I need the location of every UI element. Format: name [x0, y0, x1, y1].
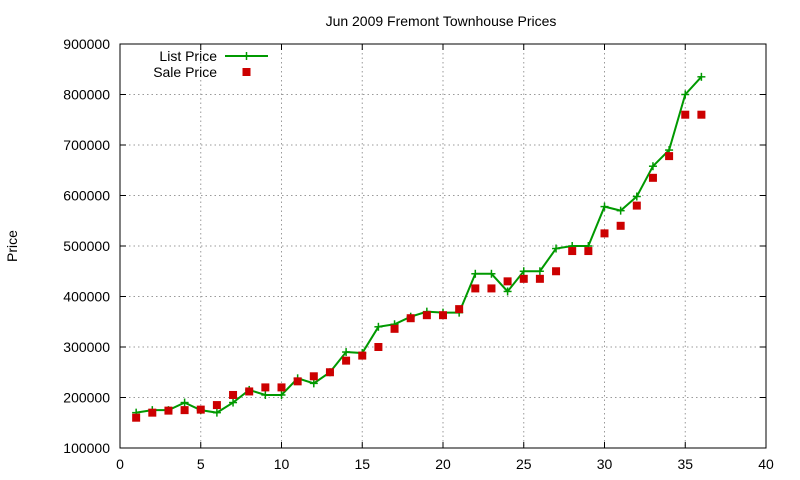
sale-price-point [568, 247, 577, 256]
series [132, 72, 706, 422]
y-axis-label: Price [4, 230, 20, 262]
legend-marker-list-price [242, 52, 251, 60]
legend-swatch-list-price [225, 52, 268, 60]
list-price-point [309, 379, 318, 388]
sale-price-point [697, 110, 706, 119]
sale-price-point [665, 152, 674, 161]
x-tick-label: 10 [274, 456, 290, 472]
list-price-point [212, 408, 221, 417]
list-price-point [519, 267, 528, 276]
list-price-point [229, 398, 238, 407]
chart-title: Jun 2009 Fremont Townhouse Prices [326, 13, 557, 29]
sale-price-point [632, 201, 641, 210]
legend-label-list-price: List Price [159, 48, 217, 64]
list-price-point [697, 72, 706, 81]
sale-price-point [681, 110, 690, 119]
y-tick-label: 400000 [63, 289, 110, 305]
sale-price-point [471, 284, 480, 293]
sale-price-point [422, 311, 431, 320]
sale-price-point [374, 343, 383, 351]
sale-price-point [358, 351, 367, 360]
legend-swatch-sale-price [242, 68, 251, 76]
sale-price-point [552, 267, 561, 276]
sale-price-point [600, 229, 609, 238]
axis-ticks: 0 5 10 15 20 25 30 35 40 100000 200000 300000 400000… [63, 36, 774, 472]
legend-marker-sale-price [242, 68, 251, 76]
list-price-point [535, 267, 544, 276]
list-price-line [135, 76, 703, 414]
list-price-point [342, 348, 351, 357]
list-price-point [471, 269, 480, 278]
sale-price-point [261, 383, 270, 392]
list-price-point [487, 269, 496, 278]
sale-price-point [406, 314, 415, 323]
grid [120, 44, 766, 448]
sale-price-point [148, 408, 157, 417]
sale-price-point [519, 274, 528, 283]
sale-price-point [132, 413, 141, 422]
x-tick-label: 5 [197, 456, 205, 472]
x-tick-label: 40 [758, 456, 774, 472]
list-price-point [277, 390, 286, 399]
sale-price-point [487, 284, 496, 293]
x-tick-label: 15 [354, 456, 370, 472]
x-tick-label: 30 [597, 456, 613, 472]
list-price-point [648, 162, 657, 171]
x-tick-label: 0 [116, 456, 124, 472]
x-tick-label: 35 [677, 456, 693, 472]
list-price-point [600, 202, 609, 211]
sale-price-point [229, 390, 238, 399]
sale-price-point [455, 305, 464, 314]
y-tick-label: 600000 [63, 188, 110, 204]
y-tick-label: 200000 [63, 390, 110, 406]
list-price-point [503, 287, 512, 296]
list-price-point [616, 206, 625, 215]
sale-price-point [439, 311, 447, 320]
sale-price-point [293, 377, 302, 386]
sale-price-point [325, 368, 334, 377]
y-tick-label: 300000 [63, 339, 110, 355]
list-price-point [632, 192, 641, 201]
sale-price-point [277, 383, 286, 392]
list-price-point [261, 390, 270, 399]
sale-price-point [180, 406, 189, 415]
list-price-point [681, 90, 690, 99]
sale-price-point [245, 387, 254, 396]
legend: List Price Sale Price [153, 48, 268, 80]
sale-price-point [503, 277, 512, 286]
y-tick-label: 900000 [63, 36, 110, 52]
sale-price-point [164, 406, 173, 415]
list-price-point [374, 322, 383, 331]
sale-price-point [196, 405, 205, 414]
sale-price-point [616, 221, 625, 230]
sale-price-point [535, 274, 544, 283]
legend-label-sale-price: Sale Price [153, 64, 217, 80]
x-tick-label: 25 [516, 456, 532, 472]
sale-price-point [212, 401, 221, 410]
sale-price-point [309, 372, 318, 381]
list-price-point [552, 244, 561, 253]
x-tick-label: 20 [435, 456, 451, 472]
y-tick-label: 700000 [63, 137, 110, 153]
list-price-point [180, 398, 189, 407]
y-tick-label: 100000 [63, 440, 110, 456]
y-tick-label: 500000 [63, 238, 110, 254]
y-tick-label: 800000 [63, 87, 110, 103]
sale-price-point [390, 324, 399, 333]
sale-price-point [342, 356, 351, 365]
sale-price-point [584, 247, 593, 256]
sale-price-point [648, 173, 657, 182]
